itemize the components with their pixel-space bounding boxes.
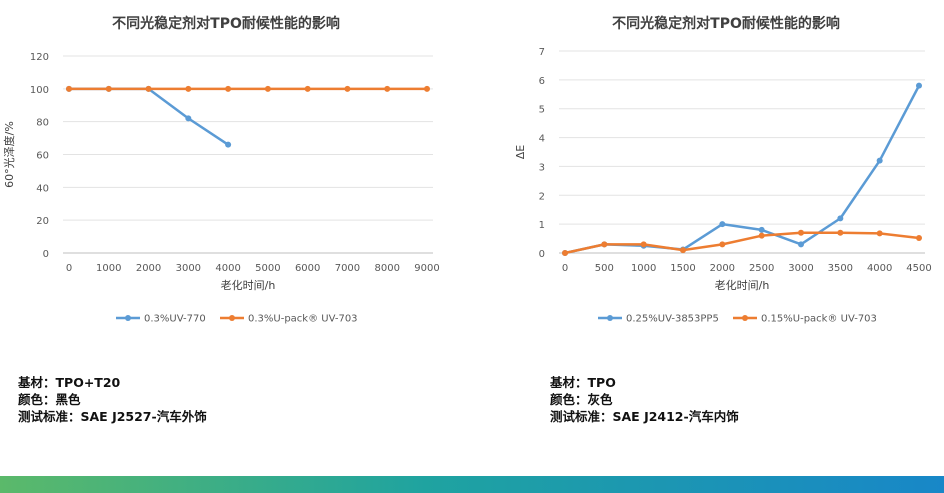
chart1-ytick-label: 0 <box>43 249 49 260</box>
chart1-xtick-label: 0 <box>66 263 72 274</box>
chart2-data-point <box>758 226 765 233</box>
chart2-series-line <box>564 85 921 255</box>
chart2-ytick-label: 4 <box>539 134 545 145</box>
chart2-data-point <box>876 230 883 237</box>
chart2-ytick-label: 2 <box>539 191 545 202</box>
chart1-ylabel: 60°光泽度/% <box>2 121 16 188</box>
chart1-xtick-label: 1000 <box>96 263 121 274</box>
chart1-xtick-label: 3000 <box>176 263 201 274</box>
chart2-data-point <box>916 234 922 241</box>
chart1-ytick-label: 100 <box>30 85 49 96</box>
chart2-data-point <box>719 221 726 228</box>
chart2-data-point <box>719 241 726 248</box>
chart2-ytick-label: 6 <box>539 76 545 87</box>
info-left-color: 颜色：黑色 <box>18 392 81 407</box>
chart2-ytick-label: 1 <box>539 220 545 231</box>
chart2-ylabel: ΔE <box>514 145 527 160</box>
chart2-data-point <box>562 250 568 256</box>
chart1-data-point <box>66 85 72 92</box>
info-left-standard: 测试标准：SAE J2527-汽车外饰 <box>18 409 207 424</box>
chart1-xlabel: 老化时间/h <box>221 278 276 292</box>
chart1-legend-marker <box>125 315 131 321</box>
chart-right-panel: 不同光稳定剂对TPO耐候性能的影响 0 1 2 3 4 5 6 7 0 500 1000 1500 200… <box>472 0 944 360</box>
chart2-ytick-label: 3 <box>539 162 545 173</box>
chart2-xtick-label: 0 <box>562 263 568 274</box>
chart1-xtick-label: 5000 <box>255 263 280 274</box>
chart-left: 不同光稳定剂对TPO耐候性能的影响 0 20 40 60 80 100 120 0 1000 200… <box>2 15 440 325</box>
chart1-xtick-label: 8000 <box>374 263 399 274</box>
chart2-xtick-label: 4000 <box>867 263 892 274</box>
chart2-ytick-label: 0 <box>539 249 545 260</box>
chart1-legend-label: 0.3%UV-770 <box>144 314 206 325</box>
chart1-data-point <box>225 85 232 92</box>
info-left-substrate: 基材：TPO+T20 <box>18 375 121 390</box>
chart2-title: 不同光稳定剂对TPO耐候性能的影响 <box>612 15 840 32</box>
chart2-xtick-label: 1500 <box>670 263 695 274</box>
chart1-ytick-label: 40 <box>36 183 49 194</box>
chart2-legend-marker <box>742 315 748 321</box>
chart1-data-point <box>145 85 152 92</box>
chart2-data-point <box>798 241 804 248</box>
chart2-xtick-label: 2000 <box>710 263 735 274</box>
chart2-xtick-label: 3000 <box>788 263 813 274</box>
chart1-ytick-label: 80 <box>36 118 49 129</box>
chart1-ytick-label: 60 <box>36 151 49 162</box>
chart1-data-point <box>105 85 112 92</box>
chart1-legend-marker <box>229 315 235 321</box>
chart-right: 不同光稳定剂对TPO耐候性能的影响 0 1 2 3 4 5 6 7 0 500 1000 1500 200… <box>514 15 932 325</box>
info-right-standard: 测试标准：SAE J2412-汽车内饰 <box>550 409 739 424</box>
chart1-data-point <box>185 85 192 92</box>
chart2-data-point <box>601 241 608 248</box>
chart1-xtick-label: 9000 <box>414 263 439 274</box>
chart1-legend-label: 0.3%U-pack® UV-703 <box>248 314 358 325</box>
chart1-xtick-label: 2000 <box>136 263 161 274</box>
chart2-legend-label: 0.15%U-pack® UV-703 <box>761 314 877 325</box>
chart2-legend-label: 0.25%UV-3853PP5 <box>626 314 719 325</box>
chart2-data-point <box>916 82 922 89</box>
chart2-ytick-label: 5 <box>539 105 545 116</box>
chart1-data-point <box>424 85 430 92</box>
chart2-series-line <box>564 231 920 255</box>
chart2-xtick-label: 500 <box>595 263 614 274</box>
chart1-ytick-label: 120 <box>30 52 49 63</box>
chart2-data-point <box>798 229 804 236</box>
chart1-title: 不同光稳定剂对TPO耐候性能的影响 <box>112 15 340 32</box>
info-right-color: 颜色：灰色 <box>550 392 613 407</box>
chart2-xtick-label: 1000 <box>631 263 656 274</box>
info-left: 基材：TPO+T20 颜色：黑色 测试标准：SAE J2527-汽车外饰 <box>18 374 207 425</box>
chart2-xtick-label: 2500 <box>749 263 774 274</box>
chart2-data-point <box>837 229 844 236</box>
chart2-data-point <box>640 241 647 248</box>
chart1-xtick-label: 6000 <box>295 263 320 274</box>
chart2-xtick-label: 3500 <box>828 263 853 274</box>
chart2-legend-marker <box>607 315 613 321</box>
chart2-data-point <box>876 157 883 164</box>
chart2-data-point <box>758 232 765 239</box>
chart2-xlabel: 老化时间/h <box>715 278 770 292</box>
chart2-xtick-label: 4500 <box>906 263 931 274</box>
chart2-data-point <box>680 247 686 254</box>
chart1-series-line <box>69 87 229 146</box>
info-right-substrate: 基材：TPO <box>550 375 616 390</box>
chart-left-panel: 不同光稳定剂对TPO耐候性能的影响 0 20 40 60 80 100 120 0 1000 200… <box>0 0 472 360</box>
chart2-data-point <box>837 215 844 222</box>
bottom-gradient-bar <box>0 476 944 493</box>
chart1-data-point <box>384 85 391 92</box>
chart1-data-point <box>225 141 232 148</box>
chart2-ytick-label: 7 <box>539 47 545 58</box>
chart1-data-point <box>304 85 311 92</box>
chart1-data-point <box>185 115 192 122</box>
chart1-ytick-label: 20 <box>36 216 49 227</box>
chart1-xtick-label: 4000 <box>215 263 240 274</box>
chart1-data-point <box>344 85 351 92</box>
chart1-data-point <box>264 85 271 92</box>
chart1-xtick-label: 7000 <box>335 263 360 274</box>
info-right: 基材：TPO 颜色：灰色 测试标准：SAE J2412-汽车内饰 <box>550 374 739 425</box>
